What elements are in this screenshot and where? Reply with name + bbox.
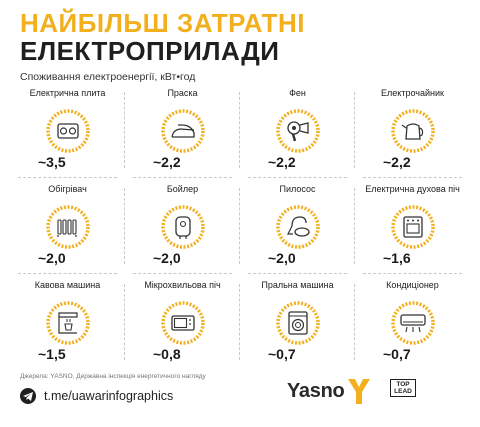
appliance-card: Фен ~2,2 — [240, 82, 355, 178]
appliance-card: Пральна машина ~0,7 — [240, 274, 355, 370]
appliance-name: Праска — [167, 88, 198, 98]
boiler-icon — [160, 204, 206, 250]
appliance-value: ~1,5 — [38, 346, 66, 362]
appliance-value: ~2,0 — [153, 250, 181, 266]
appliance-value: ~2,2 — [383, 154, 411, 170]
appliance-name: Електрична духова піч — [365, 184, 460, 194]
appliance-name: Кавова машина — [34, 280, 101, 290]
appliance-name: Електрочайник — [381, 88, 444, 98]
appliance-name: Обігрівач — [48, 184, 87, 194]
appliance-value: ~3,5 — [38, 154, 66, 170]
oven-icon — [390, 204, 436, 250]
appliance-card: Мікрохвильова піч ~0,8 — [125, 274, 240, 370]
appliance-card: Пилосос ~2,0 — [240, 178, 355, 274]
partner-logo: TOP LEAD — [390, 379, 416, 397]
appliance-value: ~2,0 — [268, 250, 296, 266]
appliance-name: Мікрохвильова піч — [144, 280, 221, 290]
telegram-handle[interactable]: t.me/uawarinfographics — [44, 389, 174, 403]
appliance-card: Електрична духова піч ~1,6 — [355, 178, 470, 274]
iron-icon — [160, 108, 206, 154]
appliance-card: Праска ~2,2 — [125, 82, 240, 178]
hair-dryer-icon — [275, 108, 321, 154]
appliance-value: ~0,7 — [383, 346, 411, 362]
appliance-value: ~2,0 — [38, 250, 66, 266]
appliance-card: Електрична плита ~3,5 — [10, 82, 125, 178]
appliance-value: ~0,8 — [153, 346, 181, 362]
air-conditioner-icon — [390, 300, 436, 346]
appliance-value: ~1,6 — [383, 250, 411, 266]
telegram-link[interactable]: t.me/uawarinfographics — [20, 388, 173, 404]
appliance-value: ~0,7 — [268, 346, 296, 362]
appliance-card: Бойлер ~2,0 — [125, 178, 240, 274]
appliance-name: Фен — [289, 88, 306, 98]
appliance-name: Бойлер — [166, 184, 199, 194]
appliance-name: Електрична плита — [29, 88, 106, 98]
appliance-grid: Електрична плита ~3,5 Праска ~2,2 Фен — [10, 82, 470, 372]
appliance-card: Електрочайник ~2,2 — [355, 82, 470, 178]
appliance-name: Пральна машина — [261, 280, 334, 290]
telegram-icon — [20, 388, 36, 404]
source-note: Джерела: YASNO, Державна інспекція енерг… — [20, 373, 206, 380]
yasno-logo-icon — [348, 379, 370, 404]
appliance-value: ~2,2 — [268, 154, 296, 170]
appliance-card: Кавова машина ~1,5 — [10, 274, 125, 370]
appliance-value: ~2,2 — [153, 154, 181, 170]
washing-machine-icon — [275, 300, 321, 346]
microwave-icon — [160, 300, 206, 346]
appliance-card: Обігрівач ~2,0 — [10, 178, 125, 274]
title-line-2: ЕЛЕКТРОПРИЛАДИ — [20, 36, 280, 66]
subtitle: Споживання електроенергії, кВт•год — [20, 71, 196, 83]
appliance-name: Кондиціонер — [386, 280, 439, 290]
title-line-1: НАЙБІЛЬШ ЗАТРАТНІ — [20, 8, 306, 38]
yasno-logo-text: Yasno — [287, 380, 345, 402]
coffee-machine-icon — [45, 300, 91, 346]
electric-stove-icon — [45, 108, 91, 154]
kettle-icon — [390, 108, 436, 154]
vacuum-icon — [275, 204, 321, 250]
heater-icon — [45, 204, 91, 250]
appliance-name: Пилосос — [279, 184, 316, 194]
appliance-card: Кондиціонер ~0,7 — [355, 274, 470, 370]
